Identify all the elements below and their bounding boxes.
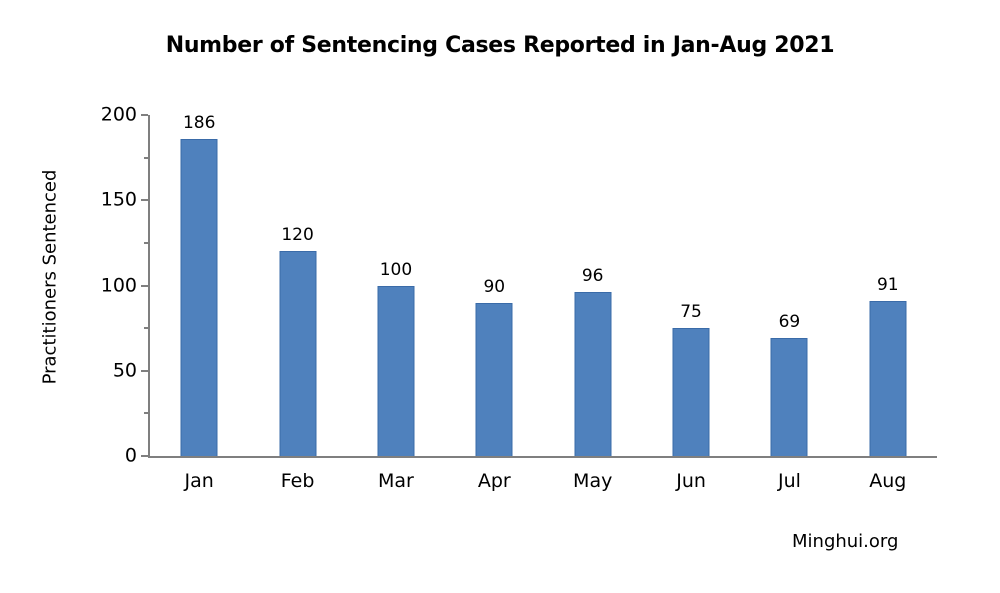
bars-container: 186 120 100 90 96 75 69 91	[150, 112, 937, 456]
y-axis-title: Practitioners Sentenced	[39, 169, 61, 385]
y-minor-tick	[144, 327, 148, 330]
bar-value-label: 96	[581, 266, 604, 287]
bar-aug	[869, 300, 907, 456]
x-tick-label-mar: Mar	[378, 470, 414, 492]
plot-area: 0 50 100 150 200 186 120 100 90 96 75 69 91 Jan Feb M…	[101, 105, 937, 492]
x-tick-label-jan: Jan	[184, 470, 214, 492]
bar-slot-jan: 186	[150, 112, 248, 456]
y-tick-label: 100	[100, 274, 137, 296]
bar-value-label: 91	[876, 274, 899, 295]
y-axis-ticks: 0 50 100 150 200	[101, 105, 937, 465]
bar-slot-may: 96	[544, 115, 642, 456]
bar-slot-jun: 75	[642, 115, 740, 456]
x-tick-label-feb: Feb	[280, 470, 315, 492]
x-tick-label-may: May	[573, 470, 613, 492]
bar-slot-feb: 120	[248, 115, 346, 456]
y-tick-label: 0	[124, 444, 137, 467]
bar-value-label: 186	[182, 112, 216, 133]
y-tick-label: 150	[100, 188, 137, 211]
bar-value-label: 90	[483, 276, 506, 297]
x-tick-label-jun: Jun	[676, 470, 706, 492]
bar-value-label: 120	[281, 225, 314, 246]
bar-jun	[672, 328, 710, 456]
x-tick-label-jul: Jul	[777, 470, 801, 492]
x-axis-labels: Jan Feb Mar Apr May Jun Jul Aug	[150, 470, 937, 492]
bar-value-label: 75	[680, 302, 702, 323]
y-major-tick	[141, 284, 148, 287]
bar-apr	[475, 302, 513, 456]
x-tick-label-apr: Apr	[477, 470, 511, 492]
chart-title: Number of Sentencing Cases Reported in J…	[165, 33, 835, 58]
bar-slot-aug: 91	[839, 115, 937, 456]
source-attribution: Minghui.org	[792, 531, 899, 552]
y-tick-label: 50	[112, 359, 137, 382]
y-minor-tick	[144, 241, 148, 244]
y-major-tick	[141, 199, 148, 202]
x-tick-label-aug: Aug	[869, 470, 907, 492]
bar-jul	[770, 338, 808, 456]
y-major-tick	[141, 455, 148, 457]
bar-slot-apr: 90	[445, 115, 543, 456]
bar-slot-jul: 69	[740, 115, 838, 456]
y-tick-label: 200	[100, 103, 137, 126]
bar-value-label: 69	[778, 312, 801, 333]
y-major-tick	[141, 114, 148, 116]
bar-slot-mar: 100	[347, 115, 445, 456]
bar-mar	[377, 285, 415, 456]
bar-may	[574, 292, 612, 456]
y-minor-tick	[144, 156, 148, 159]
y-minor-tick	[144, 412, 148, 415]
y-major-tick	[141, 369, 148, 372]
bar-value-label: 100	[379, 259, 413, 280]
bar-feb	[279, 251, 317, 456]
bar-jan	[180, 138, 218, 456]
